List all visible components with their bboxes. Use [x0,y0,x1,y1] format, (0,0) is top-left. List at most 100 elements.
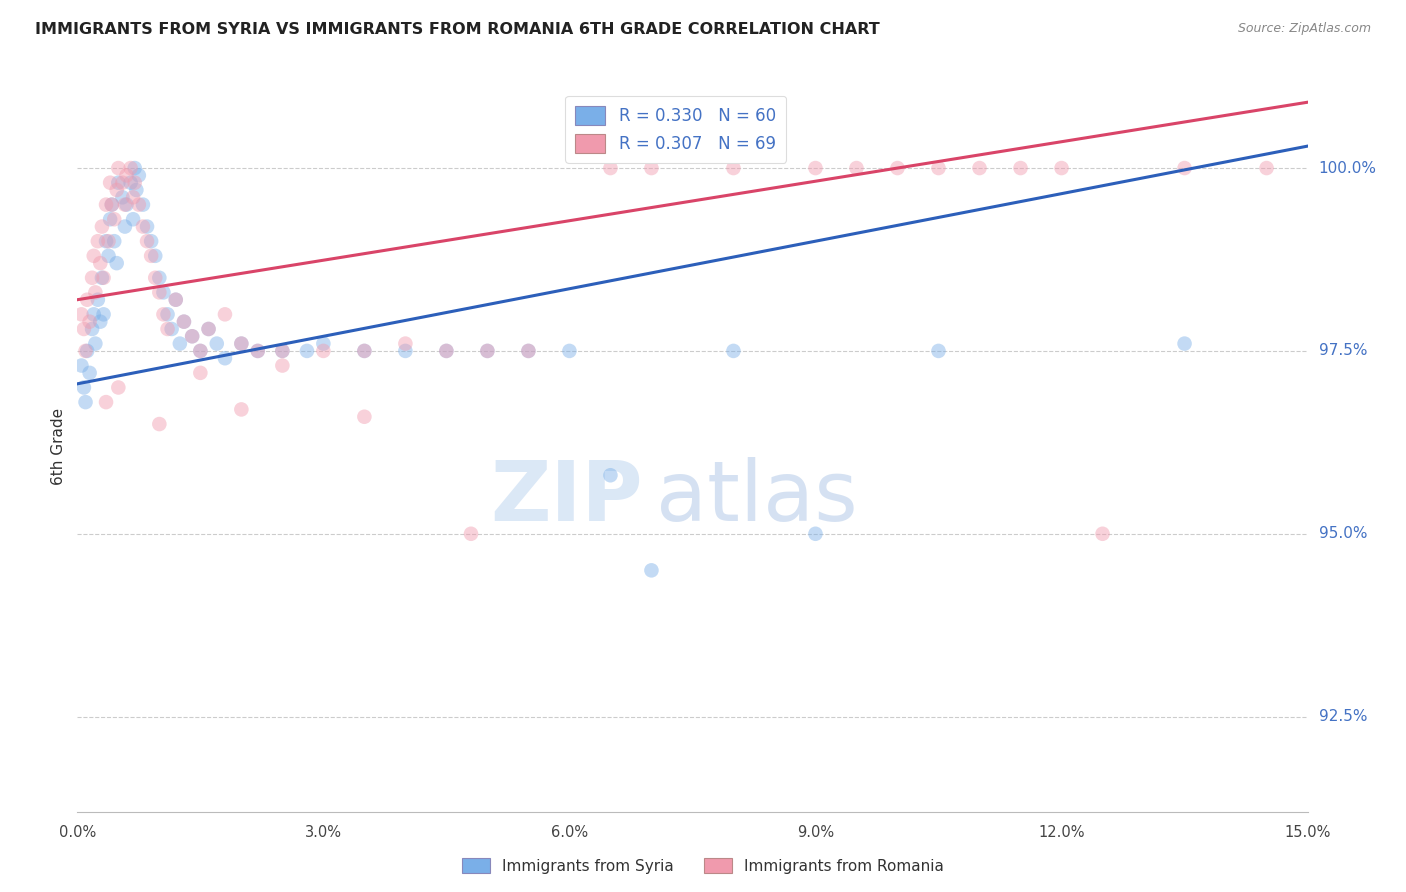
Text: 95.0%: 95.0% [1319,526,1367,541]
Point [804,161,827,175]
Point [271,343,294,358]
Point [105,256,128,270]
Point [143,249,166,263]
Point [173,315,195,329]
Text: 92.5%: 92.5% [1319,709,1367,724]
Point [128,197,150,211]
Point [122,190,145,204]
Point [101,197,124,211]
Point [90,219,114,234]
Point [246,343,269,358]
Point [231,336,253,351]
Point [87,293,110,307]
Y-axis label: 6th Grade: 6th Grade [51,408,66,484]
Point [517,343,540,358]
Point [132,219,155,234]
Point [640,161,662,175]
Point [173,315,195,329]
Point [98,212,121,227]
Point [1010,161,1032,175]
Point [120,176,142,190]
Point [394,343,416,358]
Point [188,366,212,380]
Point [143,270,166,285]
Point [205,336,228,351]
Text: ZIP: ZIP [491,457,644,538]
Point [124,161,146,175]
Point [75,395,97,409]
Point [181,329,204,343]
Point [73,380,96,394]
Point [103,234,125,248]
Point [128,169,150,183]
Point [188,343,212,358]
Point [640,563,662,577]
Point [97,249,120,263]
Point [115,169,138,183]
Point [477,343,499,358]
Point [107,176,129,190]
Point [599,161,621,175]
Point [156,322,179,336]
Point [115,197,138,211]
Point [111,190,134,204]
Point [169,336,191,351]
Point [97,234,120,248]
Point [723,161,745,175]
Point [122,212,145,227]
Point [312,336,335,351]
Point [132,197,155,211]
Point [94,395,117,409]
Point [160,322,183,336]
Point [1256,161,1278,175]
Point [436,343,458,358]
Point [79,366,101,380]
Point [460,526,482,541]
Point [82,322,104,336]
Text: 97.5%: 97.5% [1319,343,1367,359]
Point [111,176,134,190]
Point [231,402,253,417]
Point [136,219,159,234]
Point [165,293,187,307]
Point [120,161,142,175]
Point [141,249,163,263]
Point [723,343,745,358]
Point [312,343,335,358]
Text: atlas: atlas [655,457,858,538]
Point [188,343,212,358]
Point [84,285,107,300]
Point [214,351,236,366]
Point [107,380,129,394]
Point [73,322,96,336]
Point [107,161,129,175]
Point [271,359,294,373]
Point [197,322,219,336]
Point [101,197,124,211]
Point [125,183,148,197]
Point [436,343,458,358]
Point [84,336,107,351]
Point [517,343,540,358]
Point [804,526,827,541]
Point [79,315,101,329]
Point [295,343,318,358]
Point [353,409,375,424]
Point [394,336,416,351]
Point [271,343,294,358]
Point [1091,526,1114,541]
Point [94,234,117,248]
Point [148,270,170,285]
Point [148,417,170,431]
Legend: R = 0.330   N = 60, R = 0.307   N = 69: R = 0.330 N = 60, R = 0.307 N = 69 [565,96,786,162]
Point [1174,336,1197,351]
Point [89,256,111,270]
Point [928,161,950,175]
Point [148,285,170,300]
Point [845,161,868,175]
Point [165,293,187,307]
Point [152,285,174,300]
Point [103,212,125,227]
Point [70,359,93,373]
Point [353,343,375,358]
